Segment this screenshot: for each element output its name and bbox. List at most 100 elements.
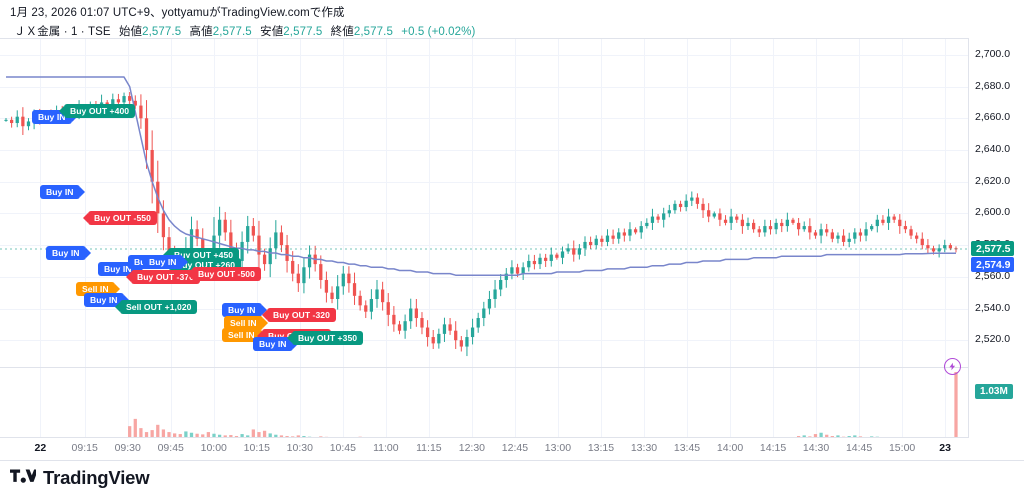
- price-axis-tick: 2,680.0: [975, 79, 1011, 92]
- gridline-horizontal: [0, 181, 968, 183]
- moving-average-line: [6, 76, 956, 276]
- gridline-horizontal: [0, 213, 968, 215]
- trade-marker[interactable]: Buy IN: [84, 293, 124, 307]
- trade-marker-label: Buy OUT -370: [137, 271, 194, 282]
- legend-symbol[interactable]: ＪＸ金属: [14, 26, 61, 38]
- trade-marker-label: Buy IN: [52, 247, 80, 258]
- gridline-vertical: [170, 39, 172, 437]
- trade-marker-label: Sell OUT +1,020: [126, 301, 192, 312]
- time-axis-tick: 14:15: [759, 442, 787, 454]
- time-axis-tick: 22: [34, 442, 47, 454]
- price-axis-tick: 2,620.0: [975, 174, 1011, 187]
- lightning-icon[interactable]: [944, 358, 961, 375]
- chart-legend: ＪＸ金属 · 1 · TSE 始値2,577.5 高値2,577.5 安値2,5…: [14, 23, 475, 39]
- price-pane[interactable]: [0, 39, 968, 364]
- trade-marker[interactable]: Buy IN: [40, 185, 80, 199]
- time-axis-tick: 14:30: [802, 442, 830, 454]
- gridline-vertical: [40, 39, 42, 437]
- volume-pane[interactable]: [0, 367, 968, 437]
- trade-marker[interactable]: Buy OUT -550: [88, 211, 157, 225]
- trade-marker-label: Buy IN: [46, 186, 74, 197]
- trade-marker[interactable]: Buy IN: [253, 337, 293, 351]
- gridline-vertical: [84, 39, 86, 437]
- legend-open-value: 2,577.5: [142, 26, 182, 38]
- time-axis-tick: 09:30: [114, 442, 141, 454]
- trade-marker[interactable]: Sell OUT +1,020: [120, 300, 198, 314]
- trade-marker-label: Buy OUT +260: [176, 259, 236, 270]
- legend-high-value: 2,577.5: [212, 26, 252, 38]
- gridline-vertical: [816, 39, 818, 437]
- time-axis-tick: 14:00: [716, 442, 744, 454]
- trade-marker[interactable]: Buy IN: [46, 246, 86, 260]
- time-scale[interactable]: 22 09:15 09:30 09:45 10:00 10:15 10:30 10:45 11:…: [0, 439, 1024, 461]
- legend-low-value: 2,577.5: [283, 26, 323, 38]
- trade-marker-label: Buy OUT +450: [174, 249, 234, 260]
- trade-marker-label: Buy IN: [149, 256, 177, 267]
- time-axis-tick: 13:15: [587, 442, 615, 454]
- trade-marker[interactable]: Buy IN: [143, 255, 183, 269]
- gridline-vertical: [342, 39, 344, 437]
- time-axis-tick: 13:30: [630, 442, 658, 454]
- price-axis-tick: 2,600.0: [975, 206, 1011, 219]
- price-axis-tick: 2,640.0: [975, 142, 1011, 155]
- gridline-horizontal: [0, 245, 968, 247]
- trade-marker[interactable]: Buy OUT +400: [64, 104, 136, 118]
- price-scale[interactable]: 2,700.0 2,680.0 2,660.0 2,640.0 2,620.0 2,600…: [968, 38, 1024, 438]
- legend-close-value: 2,577.5: [353, 26, 393, 38]
- trade-marker-label: Buy IN: [228, 304, 256, 315]
- legend-change: +0.5 (+0.02%): [401, 26, 476, 38]
- trade-marker[interactable]: Buy OUT -320: [267, 308, 336, 322]
- time-axis-tick: 10:45: [329, 442, 356, 454]
- legend-low-label: 安値: [260, 26, 284, 38]
- legend-interval[interactable]: 1: [70, 26, 78, 38]
- volume-bars: [128, 372, 958, 437]
- moving-average-price-badge: 2,574.9: [971, 257, 1015, 273]
- trade-marker[interactable]: Sell IN: [224, 316, 263, 330]
- time-axis-tick: 12:30: [458, 442, 486, 454]
- gridline-vertical: [945, 39, 947, 437]
- legend-separator-1: ·: [63, 26, 68, 38]
- legend-high-label: 高値: [189, 26, 213, 38]
- gridline-vertical: [299, 39, 301, 437]
- trade-marker-label: Sell IN: [82, 283, 109, 294]
- time-axis-tick: 12:45: [501, 442, 529, 454]
- trade-marker-label: Buy OUT -500: [198, 268, 255, 279]
- gridline-vertical: [557, 39, 559, 437]
- trade-marker-label: Buy OUT -320: [273, 309, 330, 320]
- legend-separator-2: ·: [80, 26, 85, 38]
- trade-marker-label: Buy IN: [90, 294, 118, 305]
- trade-marker[interactable]: Buy OUT +350: [292, 331, 364, 345]
- time-axis-tick: 11:00: [373, 442, 399, 454]
- trade-marker-label: Buy IN: [38, 111, 66, 122]
- tradingview-logo-icon: [10, 469, 36, 483]
- gridline-vertical: [127, 39, 129, 437]
- trade-marker-label: Buy IN: [259, 338, 287, 349]
- trade-marker-label: Sell IN: [228, 329, 255, 340]
- trade-marker[interactable]: Sell IN: [222, 328, 261, 342]
- last-price-badge: 2,577.5: [971, 241, 1015, 257]
- time-axis-tick: 10:30: [286, 442, 313, 454]
- lightning-bolt-glyph: [949, 362, 956, 371]
- gridline-vertical: [730, 39, 732, 437]
- trade-marker[interactable]: Buy OUT -500: [192, 267, 261, 281]
- time-axis-tick: 15:00: [888, 442, 916, 454]
- trade-marker-label: Buy OUT +350: [298, 332, 358, 343]
- chart-plot-area[interactable]: Buy IN Buy OUT +400 Buy IN Buy OUT -550 Buy …: [0, 38, 968, 438]
- time-axis-tick: 10:00: [200, 442, 227, 454]
- gridline-vertical: [256, 39, 258, 437]
- gridline-horizontal: [0, 54, 968, 56]
- legend-exchange: TSE: [87, 26, 111, 38]
- trade-marker[interactable]: Buy OUT -370: [131, 270, 200, 284]
- trade-marker[interactable]: Buy IN: [222, 303, 262, 317]
- trade-marker-label: Buy OUT -550: [94, 212, 151, 223]
- gridline-horizontal: [0, 86, 968, 88]
- gridline-vertical: [385, 39, 387, 437]
- volume-badge: 1.03M: [975, 384, 1013, 399]
- tradingview-wordmark: TradingView: [43, 466, 150, 488]
- time-axis-tick: 09:15: [71, 442, 98, 454]
- time-axis-tick: 11:15: [416, 442, 442, 454]
- legend-open-label: 始値: [118, 26, 143, 38]
- price-axis-tick: 2,540.0: [975, 301, 1011, 314]
- gridline-vertical: [773, 39, 775, 437]
- gridline-horizontal: [0, 149, 968, 151]
